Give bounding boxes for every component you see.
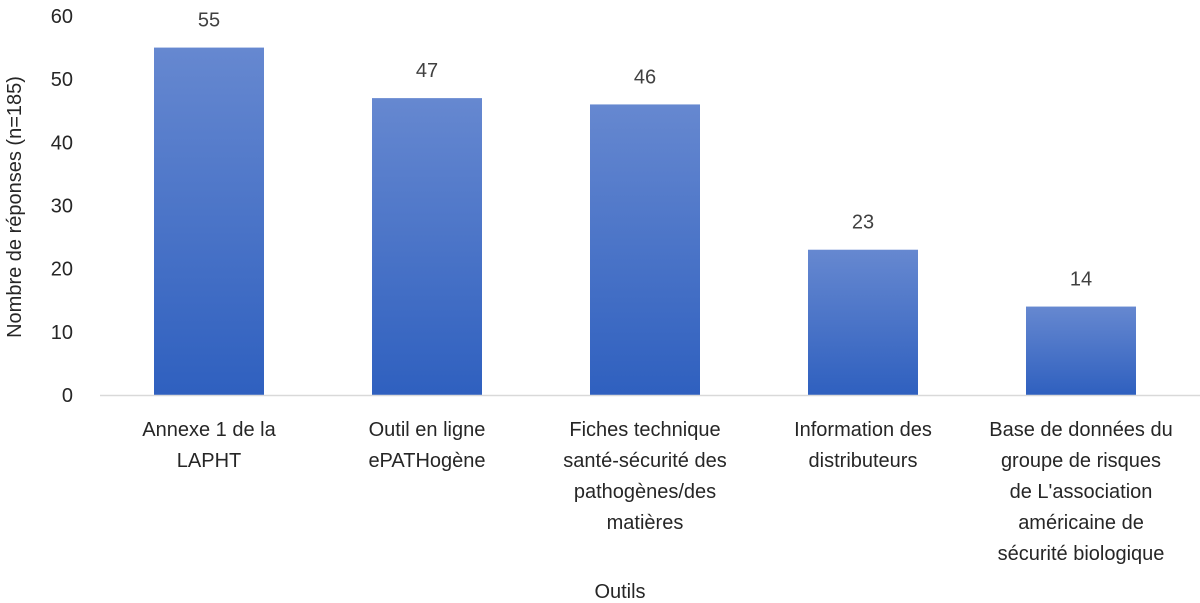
y-tick-label: 10 — [51, 322, 73, 344]
data-label: 47 — [416, 60, 438, 82]
x-category-label-line: de L'association — [1010, 481, 1153, 503]
y-axis-title: Nombre de réponses (n=185) — [4, 76, 26, 338]
x-category-label-line: Annexe 1 de la — [142, 419, 276, 441]
x-category-label-line: américaine de — [1018, 512, 1144, 534]
bar — [372, 98, 482, 395]
x-category-label: Information des distributeurs — [794, 419, 932, 472]
y-tick-label: 0 — [62, 385, 73, 407]
bar — [1026, 306, 1136, 395]
bar — [590, 104, 700, 395]
y-tick-label: 30 — [51, 196, 73, 218]
y-tick-label: 40 — [51, 132, 73, 154]
x-axis: Annexe 1 de la LAPHT Outil en ligne ePATHog… — [100, 394, 1200, 565]
data-label: 14 — [1070, 269, 1092, 291]
x-category-label-line: groupe de risques — [1001, 450, 1161, 472]
x-category-label-line: santé-sécurité des — [563, 450, 726, 472]
bar — [808, 249, 918, 395]
bar — [154, 47, 264, 395]
x-category-label-line: LAPHT — [177, 450, 241, 472]
x-category-label: Base de données du groupe de risques de L'… — [989, 419, 1173, 565]
data-label: 46 — [634, 66, 656, 88]
y-axis: 0 10 20 30 40 50 60 — [51, 6, 73, 407]
x-category-label: Annexe 1 de la LAPHT — [142, 419, 276, 472]
x-category-label-line: Fiches technique — [569, 419, 720, 441]
bars: 55 47 46 23 14 — [154, 10, 1136, 395]
data-label: 55 — [198, 10, 220, 32]
x-category-label-line: sécurité biologique — [998, 543, 1165, 565]
x-category-label-line: Base de données du — [989, 419, 1173, 441]
y-tick-label: 20 — [51, 259, 73, 281]
y-tick-label: 60 — [51, 6, 73, 28]
x-category-label-line: Information des — [794, 419, 932, 441]
y-tick-label: 50 — [51, 69, 73, 91]
x-category-label: Fiches technique santé-sécurité des pathog… — [563, 419, 726, 534]
data-label: 23 — [852, 212, 874, 234]
x-category-label-line: ePATHogène — [368, 450, 485, 472]
x-axis-title: Outils — [594, 581, 645, 603]
x-category-label: Outil en ligne ePATHogène — [368, 419, 485, 472]
x-category-label-line: Outil en ligne — [369, 419, 486, 441]
x-category-label-line: matières — [607, 512, 684, 534]
x-category-label-line: distributeurs — [809, 450, 918, 472]
x-category-label-line: pathogènes/des — [574, 481, 716, 503]
